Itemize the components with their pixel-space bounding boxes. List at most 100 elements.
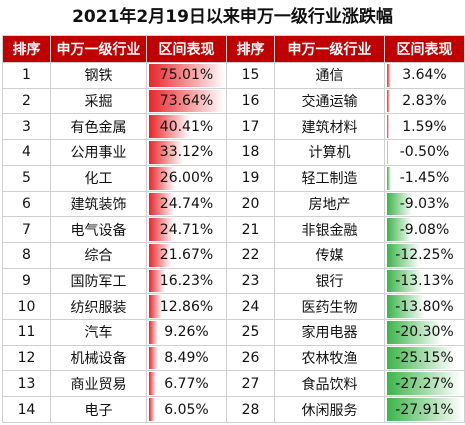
rank-cell: 27	[226, 370, 275, 398]
rank-cell: 22	[226, 241, 275, 269]
value-cell: -25.15%	[384, 344, 465, 372]
value-label: 3.64%	[402, 67, 447, 84]
value-label: 2.83%	[402, 93, 447, 110]
value-bar	[387, 89, 390, 113]
value-bar	[387, 218, 412, 241]
rank-cell: 20	[226, 190, 275, 218]
value-bar	[149, 346, 158, 370]
value-cell: 6.77%	[146, 370, 227, 398]
rank-cell: 10	[2, 293, 51, 321]
header-value-right: 区间表现	[384, 35, 465, 63]
industry-cell: 商业贸易	[50, 370, 147, 398]
industry-cell: 休闲服务	[274, 396, 385, 423]
industry-cell: 综合	[50, 241, 147, 269]
industry-cell: 建筑装饰	[50, 190, 147, 218]
table-body: 1 钢铁 75.01% 15 通信 3.64% 2 采掘 73.64% 16 交通运输 2.83% 3 有…	[2, 62, 465, 423]
value-label: 24.74%	[159, 195, 214, 212]
value-bar	[387, 269, 423, 293]
value-label: 16.23%	[159, 272, 214, 289]
value-cell: 40.41%	[146, 113, 227, 141]
value-bar	[387, 243, 421, 267]
value-cell: -13.13%	[384, 267, 465, 295]
rank-cell: 12	[2, 344, 51, 372]
table-row: 9 国防军工 16.23% 23 银行 -13.13%	[2, 267, 465, 295]
value-cell: 3.64%	[384, 62, 465, 89]
value-label: 8.49%	[164, 350, 209, 367]
industry-cell: 钢铁	[50, 62, 147, 89]
value-label: -1.45%	[399, 170, 450, 187]
table-row: 3 有色金属 40.41% 17 建筑材料 1.59%	[2, 113, 465, 141]
value-label: -13.13%	[395, 272, 454, 289]
rank-cell: 4	[2, 139, 51, 166]
value-label: -20.30%	[395, 324, 454, 341]
table-row: 2 采掘 73.64% 16 交通运输 2.83%	[2, 87, 465, 115]
value-cell: 33.12%	[146, 139, 227, 166]
value-label: -9.08%	[399, 221, 450, 238]
rank-cell: 18	[226, 139, 275, 166]
rank-cell: 13	[2, 370, 51, 398]
rank-cell: 8	[2, 241, 51, 269]
table-row: 5 化工 26.00% 19 轻工制造 -1.45%	[2, 164, 465, 192]
value-bar	[149, 398, 156, 421]
rank-cell: 17	[226, 113, 275, 141]
value-bar	[149, 218, 175, 241]
value-bar	[387, 64, 391, 87]
rank-cell: 26	[226, 344, 275, 372]
value-cell: 1.59%	[384, 113, 465, 141]
industry-cell: 传媒	[274, 241, 385, 269]
value-bar	[149, 89, 224, 113]
rank-cell: 28	[226, 396, 275, 423]
rank-cell: 19	[226, 164, 275, 192]
value-bar	[149, 295, 163, 319]
table-row: 13 商业贸易 6.77% 27 食品饮料 -27.27%	[2, 370, 465, 398]
value-cell: 16.23%	[146, 267, 227, 295]
industry-cell: 公用事业	[50, 139, 147, 166]
rank-cell: 16	[226, 87, 275, 115]
value-bar	[387, 346, 456, 370]
industry-cell: 房地产	[274, 190, 385, 218]
value-label: -25.15%	[395, 350, 454, 367]
value-label: 40.41%	[159, 118, 214, 135]
rank-cell: 24	[226, 293, 275, 321]
value-cell: -12.25%	[384, 241, 465, 269]
industry-cell: 计算机	[274, 139, 385, 166]
value-bar	[149, 372, 156, 396]
value-cell: 9.26%	[146, 319, 227, 346]
value-cell: 24.74%	[146, 190, 227, 218]
value-label: -12.25%	[395, 247, 454, 264]
value-cell: 24.71%	[146, 216, 227, 243]
header-value-left: 区间表现	[146, 35, 227, 63]
rank-cell: 25	[226, 319, 275, 346]
rank-cell: 11	[2, 319, 51, 346]
rank-cell: 21	[226, 216, 275, 243]
rank-cell: 5	[2, 164, 51, 192]
value-label: 6.77%	[164, 375, 209, 392]
header-rank-right: 排序	[226, 35, 275, 63]
rank-cell: 9	[2, 267, 51, 295]
industry-cell: 银行	[274, 267, 385, 295]
value-cell: -27.91%	[384, 396, 465, 423]
industry-cell: 农林牧渔	[274, 344, 385, 372]
header-industry-right: 申万一级行业	[274, 35, 385, 63]
value-bar	[149, 269, 166, 293]
value-cell: -1.45%	[384, 164, 465, 192]
industry-cell: 化工	[50, 164, 147, 192]
value-bar	[149, 64, 225, 87]
value-cell: 75.01%	[146, 62, 227, 89]
industry-cell: 纺织服装	[50, 293, 147, 321]
rank-cell: 1	[2, 62, 51, 89]
value-cell: 26.00%	[146, 164, 227, 192]
industry-cell: 建筑材料	[274, 113, 385, 141]
industry-cell: 电子	[50, 396, 147, 423]
header-industry-left: 申万一级行业	[50, 35, 147, 63]
table-row: 1 钢铁 75.01% 15 通信 3.64%	[2, 62, 465, 89]
value-label: 9.26%	[164, 324, 209, 341]
industry-cell: 轻工制造	[274, 164, 385, 192]
value-bar	[387, 192, 412, 216]
value-cell: -27.27%	[384, 370, 465, 398]
value-label: -27.27%	[395, 375, 454, 392]
industry-cell: 电气设备	[50, 216, 147, 243]
industry-cell: 医药生物	[274, 293, 385, 321]
chart-title: 2021年2月19日以来申万一级行业涨跌幅	[72, 7, 393, 27]
value-label: 6.05%	[164, 401, 209, 418]
